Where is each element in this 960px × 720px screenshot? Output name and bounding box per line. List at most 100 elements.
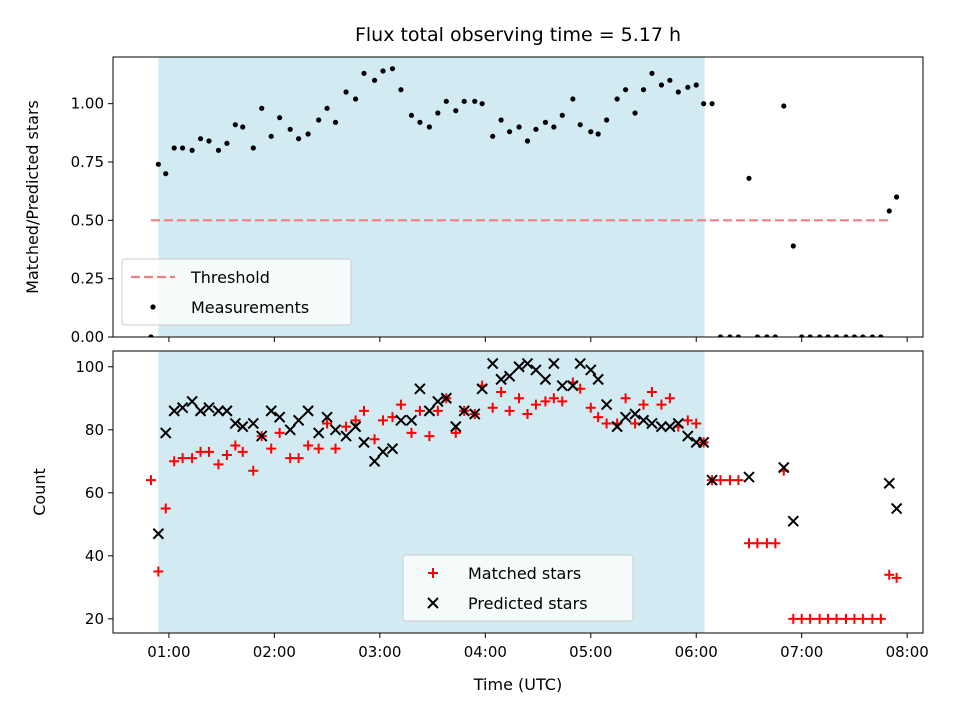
matched-star-point: [203, 446, 214, 457]
predicted-star-point: [256, 430, 268, 442]
predicted-star-point: [405, 414, 418, 427]
predicted-star-point: [646, 417, 658, 430]
predicted-star-point: [321, 411, 333, 423]
matched-star-point: [274, 427, 285, 438]
matched-star-point: [715, 475, 726, 486]
measurement-point: [701, 101, 707, 107]
measurement-point: [232, 122, 238, 128]
measurement-point: [171, 145, 177, 151]
measurement-point: [472, 98, 478, 104]
predicted-star-point: [458, 405, 470, 417]
predicted-star-point: [521, 357, 534, 370]
matched-star-point: [177, 453, 188, 464]
predicted-star-point: [787, 515, 799, 527]
matched-star-point: [414, 405, 425, 416]
predicted-star-point: [414, 383, 426, 395]
matched-star-point: [770, 538, 781, 549]
predicted-star-point: [368, 455, 381, 467]
y-tick-label: 0.75: [71, 153, 104, 171]
matched-star-point: [221, 449, 232, 460]
matched-star-point: [656, 399, 667, 410]
measurement-point: [588, 129, 594, 135]
matched-star-point: [487, 402, 498, 413]
measurement-point: [675, 89, 681, 95]
matched-star-point: [743, 538, 754, 549]
matched-star-point: [761, 538, 772, 549]
measurement-point: [878, 334, 884, 337]
x-tick-label: 05:00: [569, 643, 612, 661]
measurement-point: [570, 96, 576, 102]
predicted-star-point: [655, 420, 668, 433]
measurement-point: [772, 334, 778, 337]
predicted-star-point: [883, 477, 895, 490]
measurement-point: [869, 334, 875, 337]
measurement-point: [577, 122, 583, 128]
measurement-point: [324, 105, 330, 111]
legend-box: [121, 258, 352, 326]
x-tick-label: 03:00: [358, 643, 401, 661]
x-tick-label: 02:00: [253, 643, 296, 661]
measurement-point: [443, 98, 449, 104]
predicted-star-point: [530, 364, 542, 376]
measurement-point: [277, 115, 283, 121]
y-axis-label: Count: [30, 468, 49, 516]
matched-star-point: [169, 456, 180, 467]
matched-star-point: [814, 613, 825, 624]
matched-star-point: [387, 412, 398, 423]
predicted-star-point: [221, 405, 233, 417]
y-tick-label: 100: [75, 358, 104, 376]
measurement-point: [843, 334, 849, 337]
measurement-point: [332, 119, 339, 125]
matched-star-point: [313, 443, 324, 454]
predicted-star-point: [212, 405, 225, 417]
measurement-point: [717, 334, 724, 337]
matched-star-point: [682, 415, 693, 426]
measurement-point: [542, 119, 549, 125]
y-axis-label: Matched/Predicted stars: [23, 100, 42, 294]
measurement-point: [746, 175, 752, 181]
measurement-point: [559, 112, 565, 118]
matched-star-point: [230, 440, 241, 451]
predicted-star-point: [312, 427, 325, 439]
matched-star-point: [504, 405, 515, 416]
series-measurements: [148, 66, 900, 337]
measurement-point: [461, 98, 467, 104]
matched-star-point: [322, 418, 333, 429]
measurement-point: [799, 334, 805, 337]
predicted-star-point: [186, 395, 198, 408]
x-tick-label: 04:00: [464, 643, 507, 661]
predicted-star-point: [495, 373, 507, 386]
matched-star-point: [450, 427, 461, 438]
axes-frame: [112, 56, 924, 338]
predicted-star-point: [486, 357, 499, 370]
predicted-star-point: [556, 379, 569, 392]
matched-star-point: [406, 427, 417, 438]
x-tick-label: 01:00: [147, 643, 190, 661]
series-predicted-stars: [152, 357, 903, 540]
matched-star-point: [359, 405, 370, 416]
predicted-star-point: [440, 392, 452, 404]
matched-star-point: [630, 418, 641, 429]
matched-star-point: [293, 453, 304, 464]
predicted-star-point: [168, 405, 180, 417]
measurement-point: [453, 108, 459, 114]
measurement-point: [398, 87, 404, 93]
measurement-point: [790, 243, 796, 249]
predicted-star-point: [476, 383, 488, 395]
measurement-point: [516, 124, 522, 130]
predicted-star-point: [423, 405, 436, 417]
predicted-star-point: [600, 398, 613, 411]
predicted-star-point: [469, 408, 481, 420]
measurement-point: [259, 105, 265, 111]
x-tick-label: 06:00: [675, 643, 718, 661]
predicted-star-point: [386, 442, 399, 455]
predicted-star-point: [176, 402, 189, 414]
matched-star-point: [796, 613, 807, 624]
measurement-point: [524, 138, 531, 144]
matched-star-point: [303, 440, 314, 451]
y-tick-label: 80: [85, 421, 104, 439]
x-tick-label: 07:00: [780, 643, 823, 661]
predicted-star-point: [203, 402, 215, 414]
measurement-point: [649, 70, 655, 76]
legend-measurements-swatch: [150, 304, 156, 310]
